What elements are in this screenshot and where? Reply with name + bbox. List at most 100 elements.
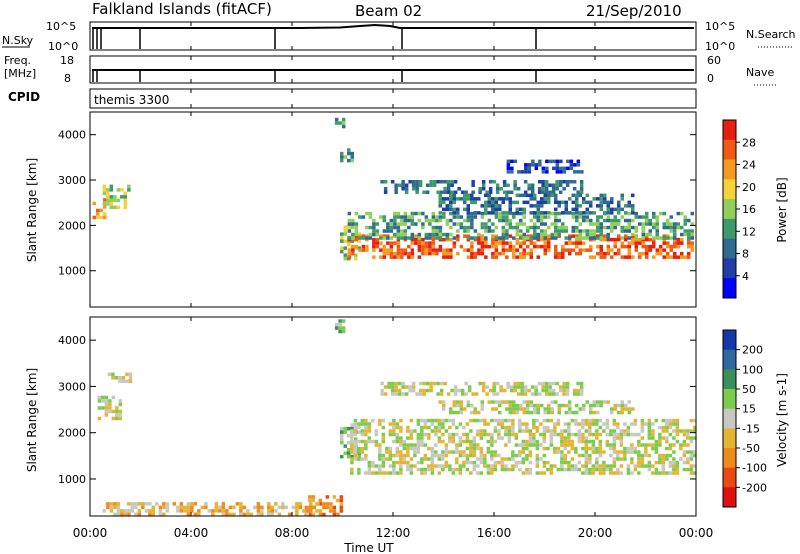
data-cell — [662, 241, 666, 245]
data-cell — [512, 403, 516, 408]
data-cell — [624, 403, 628, 408]
data-cell — [521, 471, 526, 475]
data-cell — [543, 244, 547, 249]
data-cell — [616, 453, 620, 458]
data-cell — [400, 215, 404, 219]
data-cell — [561, 222, 565, 226]
data-cell — [455, 425, 459, 430]
data-cell — [575, 197, 579, 201]
data-cell — [638, 222, 642, 226]
data-cell — [673, 255, 677, 259]
data-cell — [610, 222, 614, 226]
data-cell — [579, 388, 584, 393]
data-cell — [616, 450, 620, 454]
data-cell — [466, 234, 471, 238]
data-cell — [640, 457, 645, 461]
data-cell — [445, 218, 450, 223]
data-cell — [599, 236, 603, 240]
data-cell — [232, 505, 236, 510]
data-cell — [552, 159, 556, 164]
data-cell — [375, 229, 380, 233]
data-cell — [547, 410, 551, 415]
data-cell — [504, 432, 508, 437]
data-cell — [288, 512, 292, 517]
data-cell — [420, 425, 424, 430]
data-cell — [645, 248, 649, 252]
data-cell — [544, 183, 549, 187]
data-cell — [137, 502, 142, 506]
data-cell — [512, 225, 516, 230]
data-cell — [97, 395, 102, 400]
data-cell — [445, 251, 450, 256]
data-cell — [501, 218, 506, 223]
date-title: 21/Sep/2010 — [586, 2, 682, 20]
data-cell — [127, 184, 131, 189]
data-cell — [556, 450, 561, 454]
data-cell — [652, 222, 656, 226]
data-cell — [390, 385, 395, 389]
data-cell — [340, 239, 344, 243]
data-cell — [414, 234, 418, 238]
data-cell — [576, 381, 580, 386]
data-cell — [353, 418, 358, 423]
data-cell — [499, 388, 503, 393]
data-cell — [689, 457, 694, 461]
data-cell — [501, 197, 505, 201]
data-cell — [381, 460, 386, 465]
data-cell — [393, 232, 397, 237]
data-cell — [588, 460, 592, 465]
data-cell — [491, 255, 495, 259]
data-cell — [602, 464, 606, 468]
data-cell — [414, 237, 418, 242]
data-cell — [619, 436, 624, 440]
data-cell — [374, 432, 379, 437]
data-cell — [564, 403, 568, 408]
data-cell — [507, 457, 512, 461]
data-cell — [571, 215, 575, 219]
data-cell — [548, 183, 552, 187]
data-cell — [494, 255, 499, 259]
data-cell — [644, 464, 648, 468]
data-cell — [472, 446, 477, 451]
data-cell — [547, 237, 551, 242]
data-cell — [575, 200, 579, 205]
data-cell — [564, 248, 568, 252]
data-cell — [375, 237, 380, 242]
data-cell — [137, 512, 142, 517]
colorbar-cell — [723, 218, 736, 240]
data-cell — [374, 443, 379, 447]
data-cell — [624, 204, 628, 208]
data-cell — [343, 253, 347, 257]
data-cell — [372, 222, 376, 226]
data-cell — [477, 232, 481, 237]
data-cell — [415, 187, 419, 191]
data-cell — [581, 422, 585, 426]
data-cell — [477, 237, 481, 242]
data-cell — [427, 457, 431, 461]
data-cell — [665, 439, 669, 444]
data-cell — [406, 436, 410, 440]
data-cell — [550, 410, 554, 415]
data-cell — [605, 464, 610, 468]
data-cell — [446, 190, 451, 194]
data-cell — [651, 422, 655, 426]
colorbar-tick-label: -50 — [742, 442, 760, 455]
data-cell — [441, 422, 445, 426]
data-cell — [581, 436, 585, 440]
data-cell — [627, 248, 631, 252]
data-cell — [452, 410, 456, 415]
data-cell — [610, 237, 614, 242]
data-cell — [472, 450, 477, 454]
data-cell — [598, 439, 603, 444]
data-cell — [511, 429, 515, 433]
data-cell — [493, 464, 498, 468]
data-cell — [606, 207, 610, 212]
data-cell — [458, 464, 463, 468]
data-cell — [631, 193, 635, 198]
data-cell — [438, 200, 442, 205]
data-cell — [371, 471, 375, 475]
data-cell — [423, 457, 428, 461]
data-cell — [654, 418, 659, 423]
data-cell — [576, 388, 580, 393]
data-cell — [371, 418, 375, 423]
